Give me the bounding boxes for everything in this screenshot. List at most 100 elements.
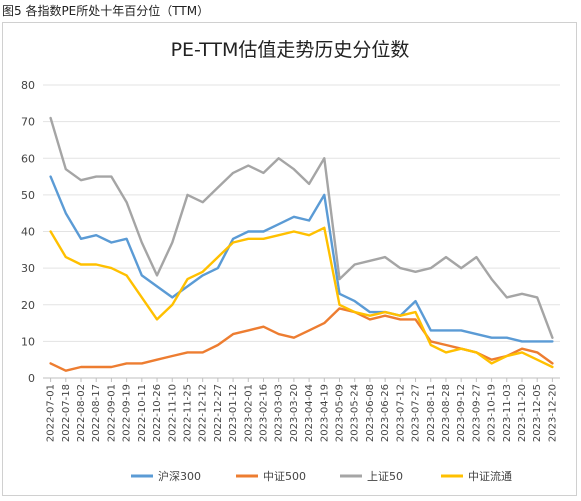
data-point bbox=[125, 201, 128, 203]
data-point bbox=[65, 168, 67, 171]
data-point bbox=[323, 227, 326, 229]
legend-label-2: 上证50 bbox=[367, 470, 403, 483]
data-point bbox=[445, 329, 447, 332]
data-point bbox=[308, 219, 310, 222]
data-point bbox=[505, 296, 508, 299]
data-point bbox=[186, 351, 189, 354]
y-tick-label: 70 bbox=[21, 116, 35, 129]
data-point bbox=[232, 241, 234, 244]
data-point bbox=[171, 296, 174, 299]
x-tick-label: 2022-08-02 bbox=[76, 384, 87, 442]
data-point bbox=[186, 285, 189, 288]
data-point bbox=[323, 322, 326, 324]
x-tick-label: 2022-10-11 bbox=[137, 384, 148, 442]
data-point bbox=[475, 333, 478, 335]
data-point bbox=[65, 212, 67, 214]
data-point bbox=[460, 267, 462, 269]
data-point bbox=[369, 260, 371, 262]
data-point bbox=[414, 300, 417, 302]
x-tick-label: 2022-07-18 bbox=[61, 384, 72, 442]
data-point bbox=[551, 366, 554, 368]
data-point bbox=[262, 238, 265, 240]
data-point bbox=[521, 340, 523, 343]
data-point bbox=[460, 329, 462, 332]
x-tick-label: 2022-12-12 bbox=[198, 384, 209, 442]
data-point bbox=[247, 230, 250, 233]
data-point bbox=[80, 238, 82, 240]
x-tick-label: 2023-05-09 bbox=[335, 384, 346, 442]
data-point bbox=[505, 355, 508, 357]
data-point bbox=[490, 336, 493, 339]
data-point bbox=[171, 355, 174, 357]
legend-label-3: 中证流通 bbox=[468, 469, 512, 483]
x-tick-label: 2023-04-04 bbox=[304, 384, 315, 442]
data-point bbox=[277, 333, 280, 335]
data-point bbox=[414, 311, 417, 313]
data-point bbox=[95, 366, 98, 368]
data-point bbox=[49, 362, 52, 365]
x-tick-label: 2022-11-25 bbox=[182, 384, 193, 442]
x-tick-label: 2022-10-26 bbox=[152, 384, 163, 442]
data-point bbox=[232, 172, 234, 174]
data-point bbox=[353, 263, 356, 266]
data-point bbox=[125, 274, 128, 277]
data-point bbox=[551, 340, 554, 343]
data-point bbox=[171, 241, 174, 244]
data-point bbox=[414, 318, 417, 321]
data-point bbox=[156, 318, 158, 321]
data-point bbox=[110, 241, 113, 244]
series-lines bbox=[49, 116, 554, 372]
y-tick-label: 40 bbox=[21, 226, 35, 239]
y-tick-label: 80 bbox=[21, 79, 35, 92]
data-point bbox=[201, 351, 204, 354]
data-point bbox=[277, 234, 280, 236]
data-point bbox=[475, 351, 478, 354]
series-line-1 bbox=[49, 307, 554, 372]
data-point bbox=[232, 333, 234, 335]
legend-label-1: 中证500 bbox=[263, 470, 306, 483]
data-point bbox=[353, 311, 356, 313]
data-point bbox=[338, 278, 341, 280]
data-point bbox=[186, 194, 189, 196]
data-point bbox=[490, 278, 493, 280]
data-point bbox=[536, 358, 538, 361]
data-point bbox=[551, 362, 554, 365]
x-tick-label: 2023-02-16 bbox=[258, 384, 269, 442]
data-point bbox=[445, 351, 447, 354]
data-point bbox=[384, 256, 386, 258]
data-point bbox=[429, 267, 432, 269]
data-point bbox=[536, 296, 538, 299]
data-point bbox=[110, 175, 113, 178]
x-tick-label: 2022-11-10 bbox=[167, 384, 178, 442]
y-tick-label: 0 bbox=[28, 372, 35, 385]
data-point bbox=[399, 318, 402, 321]
chart-title: PE-TTM估值走势历史分位数 bbox=[171, 39, 410, 61]
x-axis-ticks: 2022-07-01 2022-07-18 2022-08-02 2022-08-17… bbox=[46, 378, 558, 442]
data-point bbox=[521, 292, 523, 295]
x-tick-label: 2023-01-12 bbox=[228, 384, 239, 442]
x-tick-label: 2023-11-03 bbox=[502, 384, 513, 442]
data-point bbox=[353, 300, 356, 302]
x-tick-label: 2023-07-27 bbox=[411, 384, 422, 442]
x-tick-label: 2023-10-19 bbox=[487, 384, 498, 442]
data-point bbox=[110, 366, 113, 368]
x-tick-label: 2023-12-20 bbox=[547, 384, 558, 442]
data-point bbox=[323, 157, 326, 160]
x-tick-label: 2023-11-20 bbox=[517, 384, 528, 442]
data-point bbox=[141, 362, 143, 365]
data-point bbox=[521, 347, 523, 350]
data-point bbox=[141, 296, 143, 299]
data-point bbox=[65, 256, 67, 258]
data-point bbox=[445, 344, 447, 346]
series-line-3 bbox=[49, 226, 554, 369]
data-point bbox=[141, 274, 143, 277]
data-point bbox=[49, 117, 52, 119]
data-point bbox=[445, 256, 447, 258]
data-point bbox=[384, 311, 386, 313]
data-point bbox=[460, 347, 462, 350]
chart-container: PE-TTM估值走势历史分位数 0 10 20 30 40 50 60 70 80 2022-0… bbox=[2, 22, 577, 496]
x-tick-label: 2023-09-12 bbox=[456, 384, 467, 442]
x-tick-label: 2023-06-26 bbox=[380, 384, 391, 442]
data-point bbox=[217, 267, 219, 269]
data-point bbox=[277, 157, 280, 160]
